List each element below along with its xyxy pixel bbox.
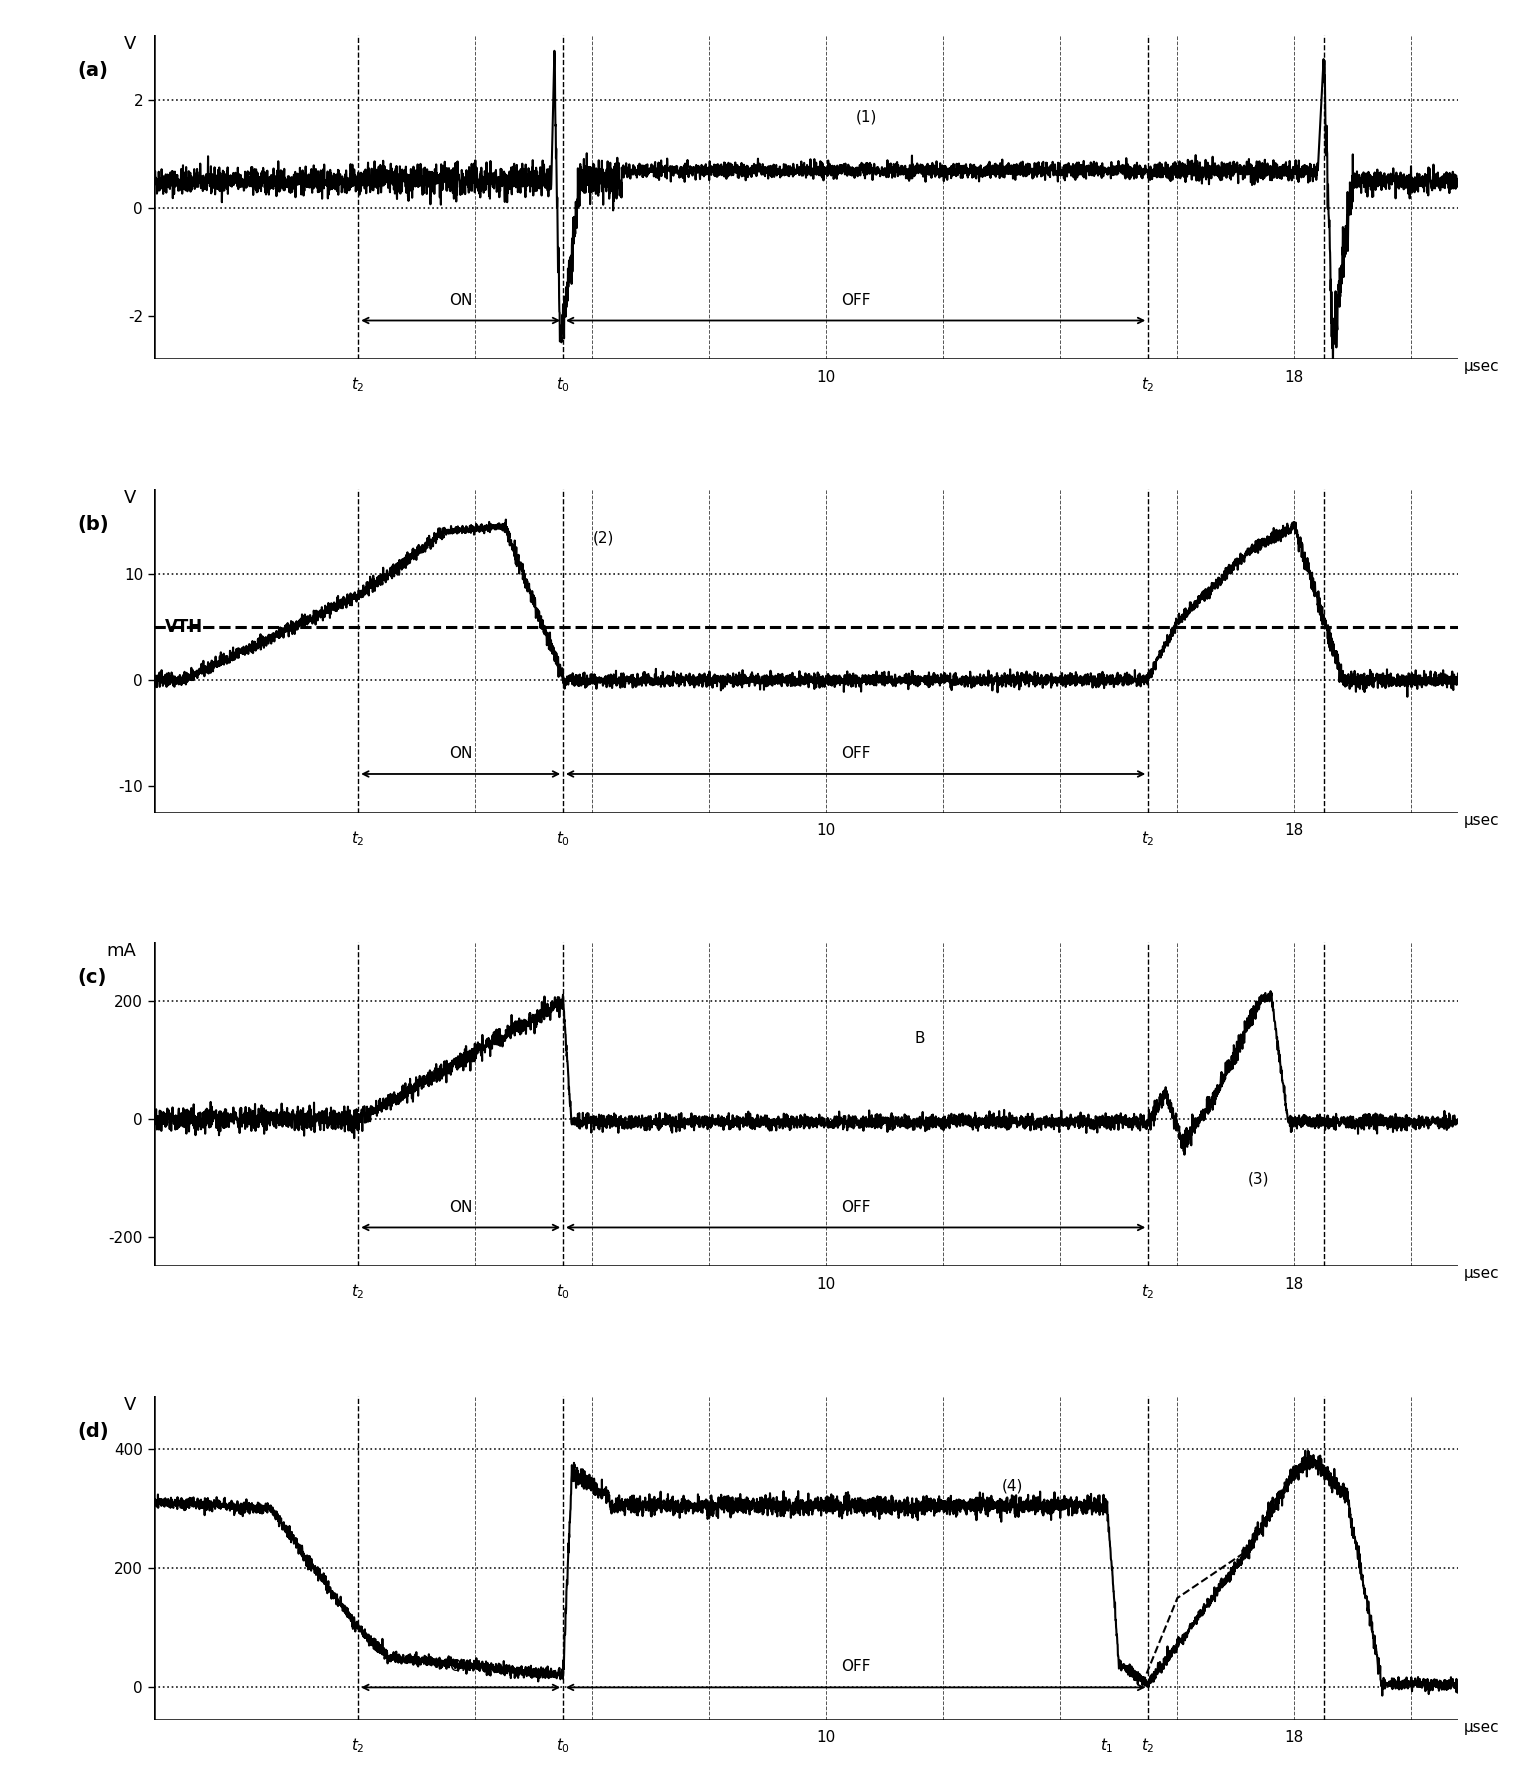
Text: (d): (d) [77,1422,109,1441]
Text: $t_0$: $t_0$ [556,1736,569,1755]
Text: $t_2$: $t_2$ [1142,1736,1154,1755]
Text: OFF: OFF [841,293,870,307]
Text: $t_1$: $t_1$ [1101,1736,1114,1755]
Text: V: V [124,1395,137,1413]
Text: μsec: μsec [1464,1720,1500,1734]
Text: $t_0$: $t_0$ [556,830,569,847]
Text: ON: ON [448,293,473,307]
Text: μsec: μsec [1464,360,1500,374]
Text: B: B [915,1030,924,1046]
Text: ON: ON [448,1200,473,1215]
Text: μsec: μsec [1464,812,1500,828]
Text: OFF: OFF [841,1660,870,1674]
Text: $t_2$: $t_2$ [1142,1282,1154,1301]
Text: VTH: VTH [166,619,203,637]
Text: $t_2$: $t_2$ [1142,830,1154,847]
Text: (4): (4) [1002,1479,1024,1495]
Text: $t_2$: $t_2$ [352,830,365,847]
Text: $t_2$: $t_2$ [352,1736,365,1755]
Text: V: V [124,35,137,53]
Text: ON: ON [448,746,473,761]
Text: $t_2$: $t_2$ [352,1282,365,1301]
Text: μsec: μsec [1464,1266,1500,1282]
Text: $t_2$: $t_2$ [1142,376,1154,394]
Text: (a): (a) [77,62,109,80]
Text: $t_2$: $t_2$ [352,376,365,394]
Text: OFF: OFF [841,1200,870,1215]
Text: mA: mA [106,943,137,961]
Text: $t_0$: $t_0$ [556,1282,569,1301]
Text: (1): (1) [855,110,876,124]
Text: $t_0$: $t_0$ [556,376,569,394]
Text: ON: ON [448,1660,473,1674]
Text: (b): (b) [77,514,109,534]
Text: (2): (2) [593,530,614,544]
Text: V: V [124,489,137,507]
Text: OFF: OFF [841,746,870,761]
Text: (c): (c) [77,968,107,988]
Text: (3): (3) [1248,1172,1269,1186]
